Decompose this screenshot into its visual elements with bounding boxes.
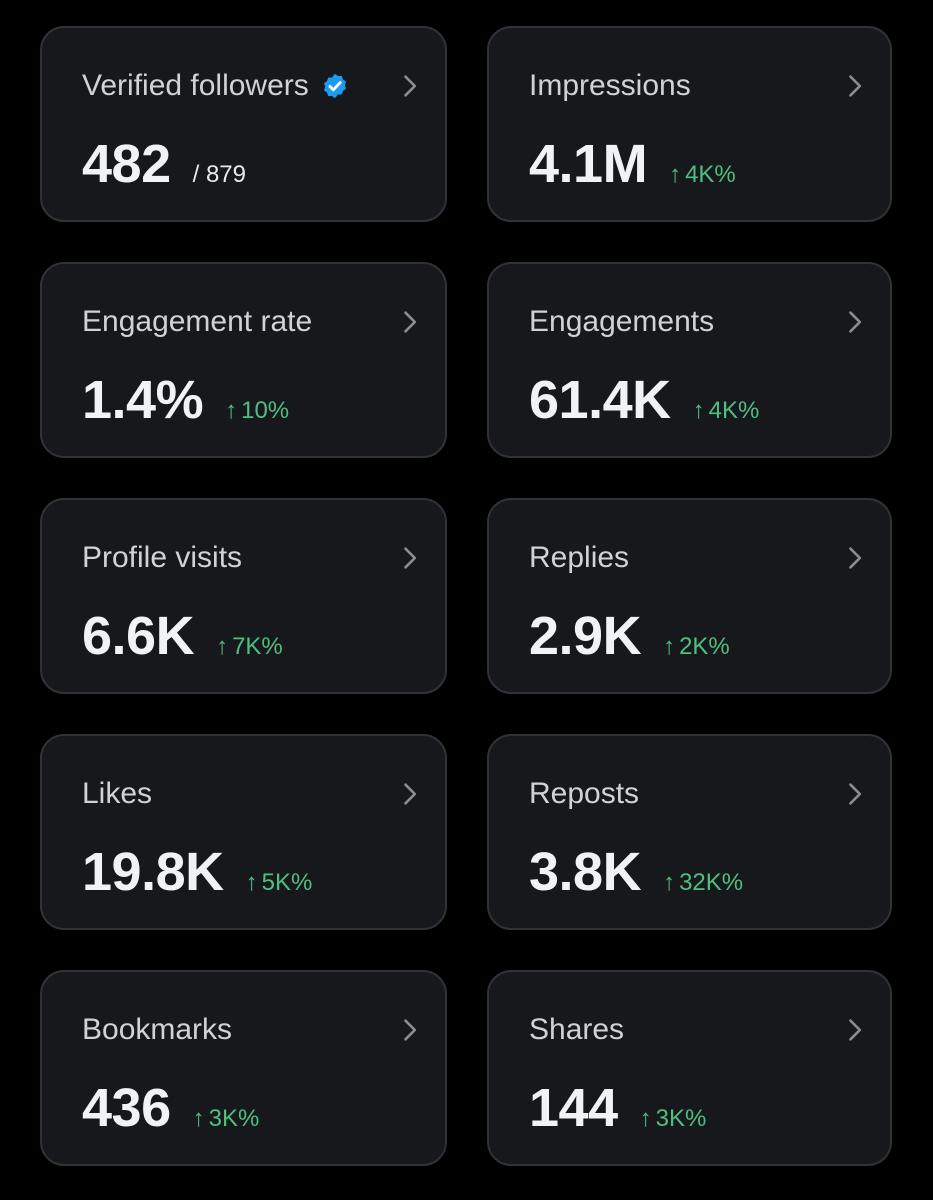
card-title-row: Profile visits xyxy=(82,538,242,578)
card-title: Replies xyxy=(529,541,630,574)
metric-value: 436 xyxy=(82,1078,171,1138)
value-row: 3.8K ↑ 32K% xyxy=(529,840,743,904)
value-row: 2.9K ↑ 2K% xyxy=(529,604,730,668)
card-title-row: Shares xyxy=(529,1010,624,1050)
card-title-row: Replies xyxy=(529,538,629,578)
change-value: 3K% xyxy=(208,1105,260,1132)
metric-value: 19.8K xyxy=(82,842,224,902)
metric-change: ↑ 4K% xyxy=(669,161,736,189)
metric-value: 2.9K xyxy=(529,606,642,666)
metric-change: ↑ 3K% xyxy=(193,1105,260,1133)
card-engagement-rate[interactable]: Engagement rate 1.4% ↑ 10% xyxy=(40,262,447,458)
chevron-right-icon xyxy=(404,547,417,569)
metric-value: 4.1M xyxy=(529,134,648,194)
chevron-right-icon xyxy=(849,1019,862,1041)
value-row: 144 ↑ 3K% xyxy=(529,1076,706,1140)
card-impressions[interactable]: Impressions 4.1M ↑ 4K% xyxy=(487,26,892,222)
card-title: Impressions xyxy=(529,69,691,102)
value-row: 19.8K ↑ 5K% xyxy=(82,840,312,904)
change-value: 10% xyxy=(241,397,290,424)
value-row: 61.4K ↑ 4K% xyxy=(529,368,759,432)
change-value: 7K% xyxy=(232,633,283,660)
up-arrow-icon: ↑ xyxy=(669,161,682,188)
card-title: Profile visits xyxy=(82,541,243,574)
change-value: 32K% xyxy=(679,869,744,896)
card-title: Bookmarks xyxy=(82,1013,233,1046)
metric-total: / 879 xyxy=(192,161,246,188)
verified-badge-icon xyxy=(323,73,346,99)
metric-change: ↑ 32K% xyxy=(663,869,743,897)
card-engagements[interactable]: Engagements 61.4K ↑ 4K% xyxy=(487,262,892,458)
card-title-row: Impressions xyxy=(529,66,691,106)
card-title: Engagement rate xyxy=(82,305,313,338)
card-verified-followers[interactable]: Verified followers 482 / 879 xyxy=(40,26,447,222)
chevron-right-icon xyxy=(849,547,862,569)
card-title-row: Engagement rate xyxy=(82,302,312,342)
metrics-grid: Verified followers 482 / 879 Impressions… xyxy=(40,26,892,1166)
metric-change: ↑ 3K% xyxy=(640,1105,707,1133)
metric-change: ↑ 10% xyxy=(225,397,289,425)
card-shares[interactable]: Shares 144 ↑ 3K% xyxy=(487,970,892,1166)
card-title: Reposts xyxy=(529,777,640,810)
card-title: Verified followers xyxy=(82,69,309,102)
up-arrow-icon: ↑ xyxy=(663,633,676,660)
card-reposts[interactable]: Reposts 3.8K ↑ 32K% xyxy=(487,734,892,930)
metric-value: 6.6K xyxy=(82,606,195,666)
change-value: 4K% xyxy=(708,397,760,424)
up-arrow-icon: ↑ xyxy=(663,869,676,896)
chevron-right-icon xyxy=(849,311,862,333)
card-replies[interactable]: Replies 2.9K ↑ 2K% xyxy=(487,498,892,694)
up-arrow-icon: ↑ xyxy=(692,397,705,424)
card-title: Shares xyxy=(529,1013,625,1046)
card-title-row: Engagements xyxy=(529,302,714,342)
metric-value: 144 xyxy=(529,1078,618,1138)
up-arrow-icon: ↑ xyxy=(639,1105,652,1132)
value-row: 1.4% ↑ 10% xyxy=(82,368,289,432)
change-value: 3K% xyxy=(655,1105,707,1132)
chevron-right-icon xyxy=(404,1019,417,1041)
card-title: Engagements xyxy=(529,305,715,338)
metric-value: 61.4K xyxy=(529,370,671,430)
value-row: 4.1M ↑ 4K% xyxy=(529,132,736,196)
metric-change: ↑ 4K% xyxy=(693,397,760,425)
change-value: 4K% xyxy=(685,161,736,188)
up-arrow-icon: ↑ xyxy=(216,633,229,660)
metric-value: 3.8K xyxy=(529,842,642,902)
chevron-right-icon xyxy=(404,75,417,97)
value-row: 6.6K ↑ 7K% xyxy=(82,604,283,668)
card-bookmarks[interactable]: Bookmarks 436 ↑ 3K% xyxy=(40,970,447,1166)
metric-change: ↑ 2K% xyxy=(663,633,730,661)
up-arrow-icon: ↑ xyxy=(192,1105,205,1132)
up-arrow-icon: ↑ xyxy=(225,397,238,424)
metric-value: 1.4% xyxy=(82,370,204,430)
metric-value: 482 xyxy=(82,134,171,194)
card-title-row: Reposts xyxy=(529,774,639,814)
chevron-right-icon xyxy=(404,311,417,333)
change-value: 2K% xyxy=(679,633,730,660)
card-title-row: Likes xyxy=(82,774,152,814)
chevron-right-icon xyxy=(849,783,862,805)
card-title-row: Verified followers xyxy=(82,66,349,106)
chevron-right-icon xyxy=(849,75,862,97)
card-likes[interactable]: Likes 19.8K ↑ 5K% xyxy=(40,734,447,930)
value-row: 436 ↑ 3K% xyxy=(82,1076,259,1140)
metric-change: ↑ 7K% xyxy=(216,633,283,661)
up-arrow-icon: ↑ xyxy=(245,869,258,896)
chevron-right-icon xyxy=(404,783,417,805)
metric-change: ↑ 5K% xyxy=(246,869,313,897)
card-profile-visits[interactable]: Profile visits 6.6K ↑ 7K% xyxy=(40,498,447,694)
card-title: Likes xyxy=(82,777,153,810)
change-value: 5K% xyxy=(261,869,313,896)
card-title-row: Bookmarks xyxy=(82,1010,232,1050)
value-row: 482 / 879 xyxy=(82,132,246,196)
